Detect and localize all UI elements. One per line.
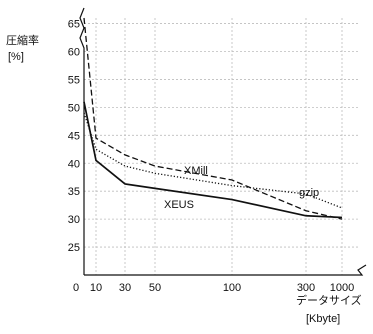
y-tick-label: 35 — [68, 186, 80, 198]
y-tick-label: 30 — [68, 214, 80, 226]
y-tick-label: 60 — [68, 47, 80, 59]
y-tick-label: 45 — [68, 130, 80, 142]
series-line-xeus — [83, 101, 343, 219]
y-tick-label: 40 — [68, 158, 80, 170]
x-tick-label: 300 — [297, 282, 315, 294]
x-axis-title: データサイズ — [296, 293, 362, 307]
series-lines — [83, 17, 343, 220]
y-tick-label: 55 — [68, 74, 80, 86]
x-tick-label: 30 — [119, 282, 131, 294]
y-tick-label: 65 — [68, 19, 80, 31]
x-tick-label: 50 — [149, 282, 161, 294]
x-axis-line — [84, 264, 367, 276]
y-tick-label: 25 — [68, 242, 80, 254]
x-tick-labels: 0 10 30 50 100 300 1000 — [73, 282, 354, 294]
y-axis-title: 圧縮率 — [6, 33, 39, 47]
series-line-xmill — [83, 17, 343, 220]
x-tick-label: 1000 — [330, 282, 354, 294]
y-tick-label: 50 — [68, 102, 80, 114]
x-tick-label: 10 — [90, 282, 102, 294]
axes — [79, 7, 367, 276]
x-tick-label: 0 — [73, 282, 79, 294]
y-axis-line — [79, 7, 85, 275]
series-label-xmill: XMill — [184, 165, 208, 177]
x-tick-label: 100 — [223, 282, 241, 294]
series-line-gzip — [83, 112, 343, 209]
y-axis-unit: [%] — [8, 51, 24, 63]
series-label-gzip: gzip — [299, 187, 319, 199]
grid — [84, 18, 360, 275]
y-tick-labels: 25 30 35 40 45 50 55 60 65 — [68, 19, 80, 254]
series-label-xeus: XEUS — [164, 199, 194, 211]
x-axis-unit: [Kbyte] — [306, 313, 340, 325]
